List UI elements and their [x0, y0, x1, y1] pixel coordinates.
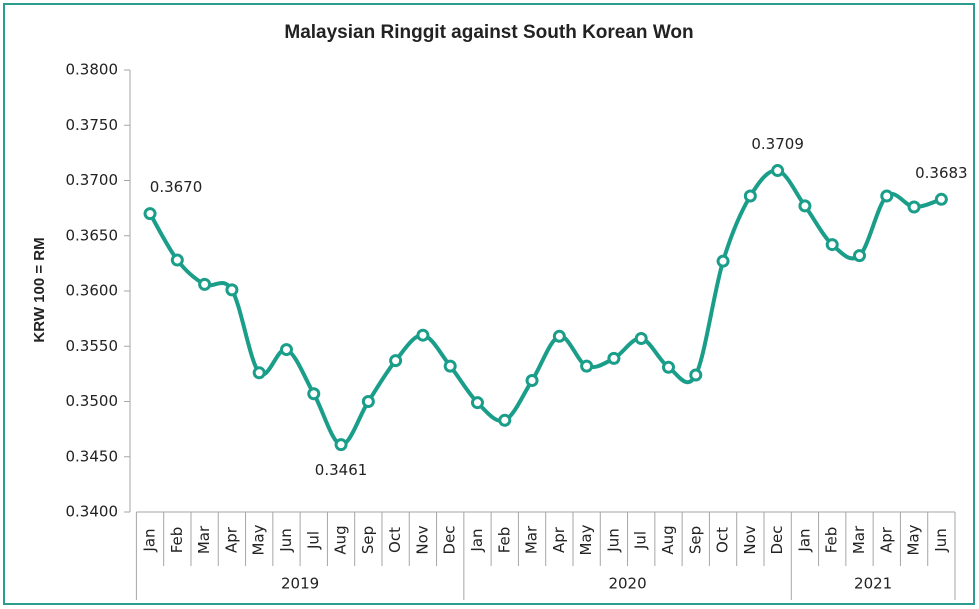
x-tick-label: Jan [795, 528, 813, 552]
x-tick-label: Jun [604, 528, 622, 552]
x-tick-label: Mar [523, 525, 541, 554]
y-tick-label: 0.3650 [66, 226, 119, 244]
x-tick-label: Jul [304, 531, 322, 550]
point [225, 283, 239, 297]
point [389, 354, 403, 368]
point [470, 396, 484, 410]
point [580, 359, 594, 373]
point [498, 413, 512, 427]
x-tick-label: Nov [741, 525, 759, 554]
point [634, 332, 648, 346]
x-tick-label: May [250, 524, 268, 555]
x-tick-label: Aug [332, 525, 350, 554]
data-label: 0.3683 [915, 164, 968, 182]
data-label: 0.3461 [315, 461, 368, 479]
year-label: 2021 [854, 575, 892, 593]
point [607, 351, 621, 365]
point [825, 238, 839, 252]
x-tick-label: Apr [550, 526, 568, 553]
point [852, 249, 866, 263]
point [198, 277, 212, 291]
point [143, 207, 157, 221]
y-tick-label: 0.3600 [66, 282, 119, 300]
y-tick-label: 0.3500 [66, 392, 119, 410]
y-tick-label: 0.3400 [66, 503, 119, 521]
x-tick-label: Jan [468, 528, 486, 552]
point [252, 366, 266, 380]
x-tick-label: Jul [632, 531, 650, 550]
x-tick-label: Sep [686, 526, 704, 554]
year-label: 2019 [281, 575, 319, 593]
x-tick-label: Mar [850, 525, 868, 554]
point [689, 368, 703, 382]
year-label: 2020 [608, 575, 646, 593]
x-tick-label: Feb [168, 527, 186, 554]
point [880, 189, 894, 203]
x-tick-label: Jan [141, 528, 159, 552]
point [170, 253, 184, 267]
x-tick-label: Apr [877, 526, 895, 553]
x-tick-label: Feb [823, 527, 841, 554]
y-tick-label: 0.3800 [66, 61, 119, 79]
x-tick-label: Dec [441, 525, 459, 554]
x-tick-label: Dec [768, 525, 786, 554]
y-tick-label: 0.3750 [66, 116, 119, 134]
y-tick-label: 0.3450 [66, 447, 119, 465]
x-tick-label: Mar [195, 525, 213, 554]
x-tick-label: May [577, 524, 595, 555]
point [443, 359, 457, 373]
chart-title: Malaysian Ringgit against South Korean W… [284, 22, 693, 43]
point [416, 328, 430, 342]
x-tick-label: Sep [359, 526, 377, 554]
x-tick-label: Oct [714, 527, 732, 553]
chart-frame [3, 3, 975, 605]
y-tick-label: 0.3700 [66, 171, 119, 189]
x-tick-label: Jun [277, 528, 295, 552]
x-tick-label: Oct [386, 527, 404, 553]
point [934, 192, 948, 206]
point [525, 374, 539, 388]
y-axis-title: KRW 100 = RM [31, 237, 48, 342]
point [361, 395, 375, 408]
point [907, 200, 921, 214]
point [716, 254, 730, 268]
point [661, 360, 675, 374]
x-tick-label: Jun [932, 528, 950, 552]
point [552, 329, 566, 343]
data-label: 0.3670 [150, 178, 203, 196]
point [307, 387, 321, 401]
x-tick-label: Aug [659, 525, 677, 554]
point [743, 189, 757, 203]
data-label: 0.3709 [751, 135, 804, 153]
point [771, 164, 785, 178]
x-tick-label: Feb [495, 527, 513, 554]
point [334, 438, 348, 452]
x-tick-label: Nov [413, 525, 431, 554]
y-tick-label: 0.3550 [66, 337, 119, 355]
point [798, 199, 812, 213]
point [279, 343, 293, 357]
x-tick-label: Apr [222, 526, 240, 553]
x-tick-label: May [905, 524, 923, 555]
